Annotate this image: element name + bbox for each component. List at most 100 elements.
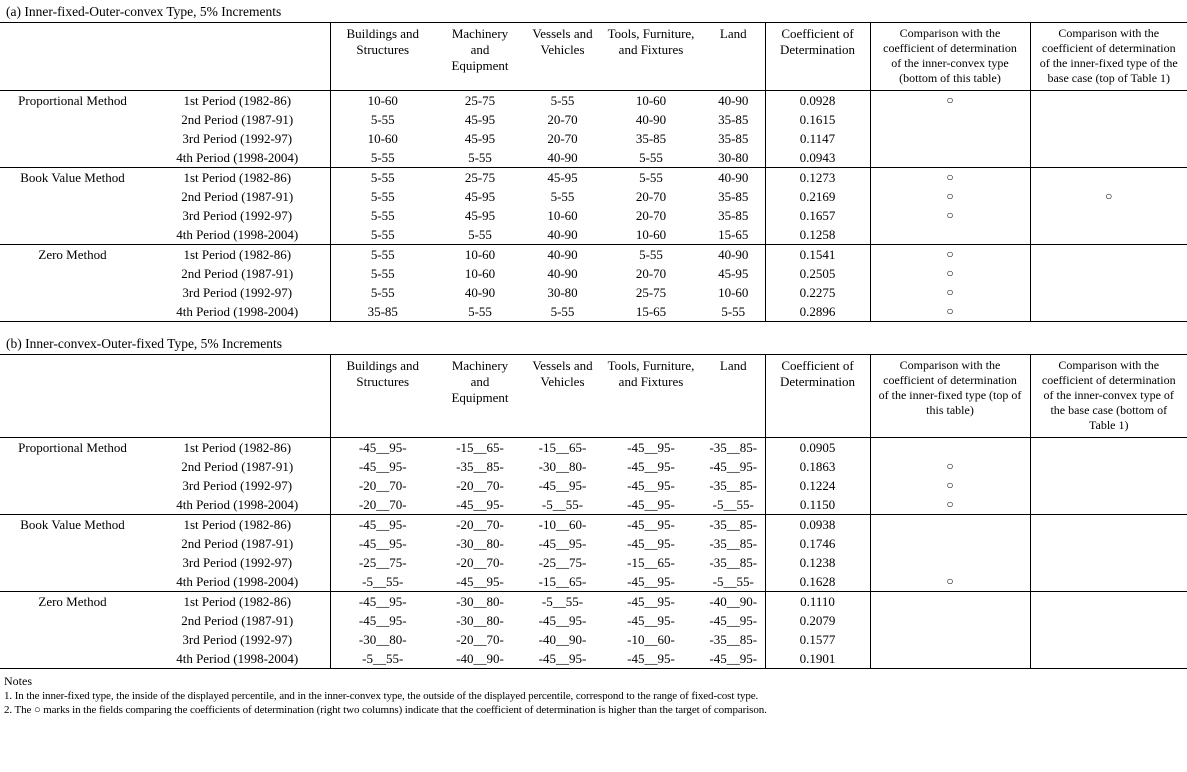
table-row: Zero Method 1st Period (1982-86) -45__95- -… (0, 591, 1187, 611)
value-cell: -5__55- (329, 649, 435, 669)
value-cell: -35__85- (709, 478, 758, 493)
period-cell: 3rd Period (1992-97) (182, 478, 293, 493)
coef-cell: 0.1238 (764, 553, 870, 572)
comparison-mark-cell-1 (869, 148, 1030, 168)
comparison-mark-cell-2 (1029, 611, 1187, 630)
asset-col-header: Vessels and Vehicles (532, 358, 593, 389)
value-cell: 5-55 (468, 304, 492, 319)
value-cell: 35-85 (718, 189, 749, 204)
value-cell: -5__55- (712, 497, 754, 512)
comparison-mark-cell-2 (1029, 630, 1187, 649)
table-row: Proportional Method 1st Period (1982-86) -… (0, 437, 1187, 457)
comparison-mark-cell-2 (1029, 90, 1187, 110)
value-cell: -45__95- (538, 536, 587, 551)
coef-cell: 0.0905 (764, 437, 870, 457)
value-cell: 5-55 (639, 150, 663, 165)
comparison-mark-cell-1: ○ (869, 206, 1030, 225)
value-cell: 5-55 (329, 244, 435, 264)
comparison-col-header-1: Comparison with the coefficient of deter… (869, 354, 1030, 438)
value-cell: -5__55- (541, 594, 584, 609)
table-row: 2nd Period (1987-91) -45__95- -35__85- -30_… (0, 457, 1187, 476)
value-cell: 5-55 (329, 110, 435, 129)
value-cell: 20-70 (635, 208, 667, 223)
table-b: Buildings and Structures Machinery and Eq… (0, 354, 1187, 669)
period-cell: 2nd Period (1987-91) (181, 459, 294, 474)
comparison-col-header-2: Comparison with the coefficient of deter… (1029, 22, 1187, 91)
period-cell: 3rd Period (1992-97) (182, 208, 293, 223)
method-group: Zero Method 1st Period (1982-86) -45__95- -… (0, 591, 1187, 669)
table-row: 4th Period (1998-2004) -5__55- -40__90- -45… (0, 649, 1187, 669)
value-cell: -30__80- (456, 536, 504, 551)
coef-cell: 0.1746 (764, 534, 870, 553)
period-cell: 4th Period (1998-2004) (176, 574, 299, 589)
coef-cell: 0.1150 (764, 495, 870, 515)
table-a: Buildings and Structures Machinery and Eq… (0, 22, 1187, 322)
period-cell: 1st Period (1982-86) (183, 93, 292, 108)
value-cell: -45__95- (709, 459, 758, 474)
comparison-mark-cell-2 (1029, 167, 1187, 187)
coef-col-header: Coefficient of Determination (764, 354, 870, 438)
comparison-mark-cell-1: ○ (869, 167, 1030, 187)
comparison-mark-cell-1: ○ (869, 264, 1030, 283)
period-cell: 4th Period (1998-2004) (176, 150, 299, 165)
value-cell: 25-75 (464, 93, 496, 108)
asset-col-header: Buildings and Structures (329, 354, 435, 438)
comparison-mark-cell-2 (1029, 110, 1187, 129)
coef-cell: 0.1147 (764, 129, 870, 148)
value-cell: 35-85 (718, 131, 749, 146)
coef-col-header: Coefficient of Determination (764, 22, 870, 91)
table-row: 4th Period (1998-2004) -20__70- -45__95- -5… (0, 495, 1187, 515)
value-cell: 10-60 (329, 129, 435, 148)
comparison-mark-cell-1: ○ (869, 187, 1030, 206)
value-cell: -45__95- (627, 574, 675, 589)
period-cell: 2nd Period (1987-91) (181, 536, 294, 551)
comparison-mark-cell-1: ○ (869, 302, 1030, 322)
period-cell: 3rd Period (1992-97) (182, 632, 293, 647)
value-cell: 15-65 (635, 304, 667, 319)
value-cell: 20-70 (635, 189, 667, 204)
coef-cell: 0.2079 (764, 611, 870, 630)
value-cell: -40__90- (709, 594, 758, 609)
value-cell: 5-55 (329, 225, 435, 245)
value-cell: -45__95- (627, 536, 675, 551)
value-cell: 15-65 (718, 227, 749, 242)
coef-cell: 0.2896 (764, 302, 870, 322)
comparison-mark-cell-2 (1029, 514, 1187, 534)
comparison-mark-cell-1 (869, 225, 1030, 245)
value-cell: -45__95- (627, 440, 675, 455)
period-cell: 1st Period (1982-86) (183, 247, 292, 262)
value-cell: -45__95- (329, 611, 435, 630)
table-row: 2nd Period (1987-91) -45__95- -30__80- -45_… (0, 534, 1187, 553)
notes-title: Notes (4, 674, 32, 688)
comparison-mark-cell-1: ○ (869, 283, 1030, 302)
coef-cell: 0.1628 (764, 572, 870, 592)
asset-col-header: Machinery and Equipment (451, 26, 509, 73)
period-col-header (145, 23, 330, 91)
coef-cell: 0.0943 (764, 148, 870, 168)
method-cell: Zero Method (38, 247, 107, 262)
comparison-mark-cell-1 (869, 553, 1030, 572)
comparison-mark-cell-1: ○ (869, 476, 1030, 495)
comparison-mark-cell-2 (1029, 148, 1187, 168)
table-row: 3rd Period (1992-97) 10-60 45-95 20-70 35-85… (0, 129, 1187, 148)
period-col-header (145, 355, 330, 438)
value-cell: 35-85 (329, 302, 435, 322)
coef-cell: 0.2169 (764, 187, 870, 206)
value-cell: 40-90 (635, 112, 667, 127)
comparison-mark-cell-1 (869, 630, 1030, 649)
table-b-title: (b) Inner-convex-Outer-fixed Type, 5% In… (6, 336, 283, 351)
table-row: 3rd Period (1992-97) -25__75- -20__70- -25_… (0, 553, 1187, 572)
value-cell: -35__85- (456, 459, 504, 474)
value-cell: 5-55 (329, 148, 435, 168)
value-cell: -20__70- (456, 632, 504, 647)
value-cell: -45__95- (456, 574, 504, 589)
table-row: 3rd Period (1992-97) 5-55 45-95 10-60 20-70 3… (0, 206, 1187, 225)
comparison-mark-cell-1 (869, 649, 1030, 669)
comparison-mark-cell-2 (1029, 476, 1187, 495)
table-row: Book Value Method 1st Period (1982-86) -45… (0, 514, 1187, 534)
value-cell: 40-90 (718, 93, 749, 108)
table-row: 2nd Period (1987-91) -45__95- -30__80- -45_… (0, 611, 1187, 630)
asset-col-header: Buildings and Structures (329, 22, 435, 91)
period-cell: 3rd Period (1992-97) (182, 131, 293, 146)
coef-cell: 0.2505 (764, 264, 870, 283)
